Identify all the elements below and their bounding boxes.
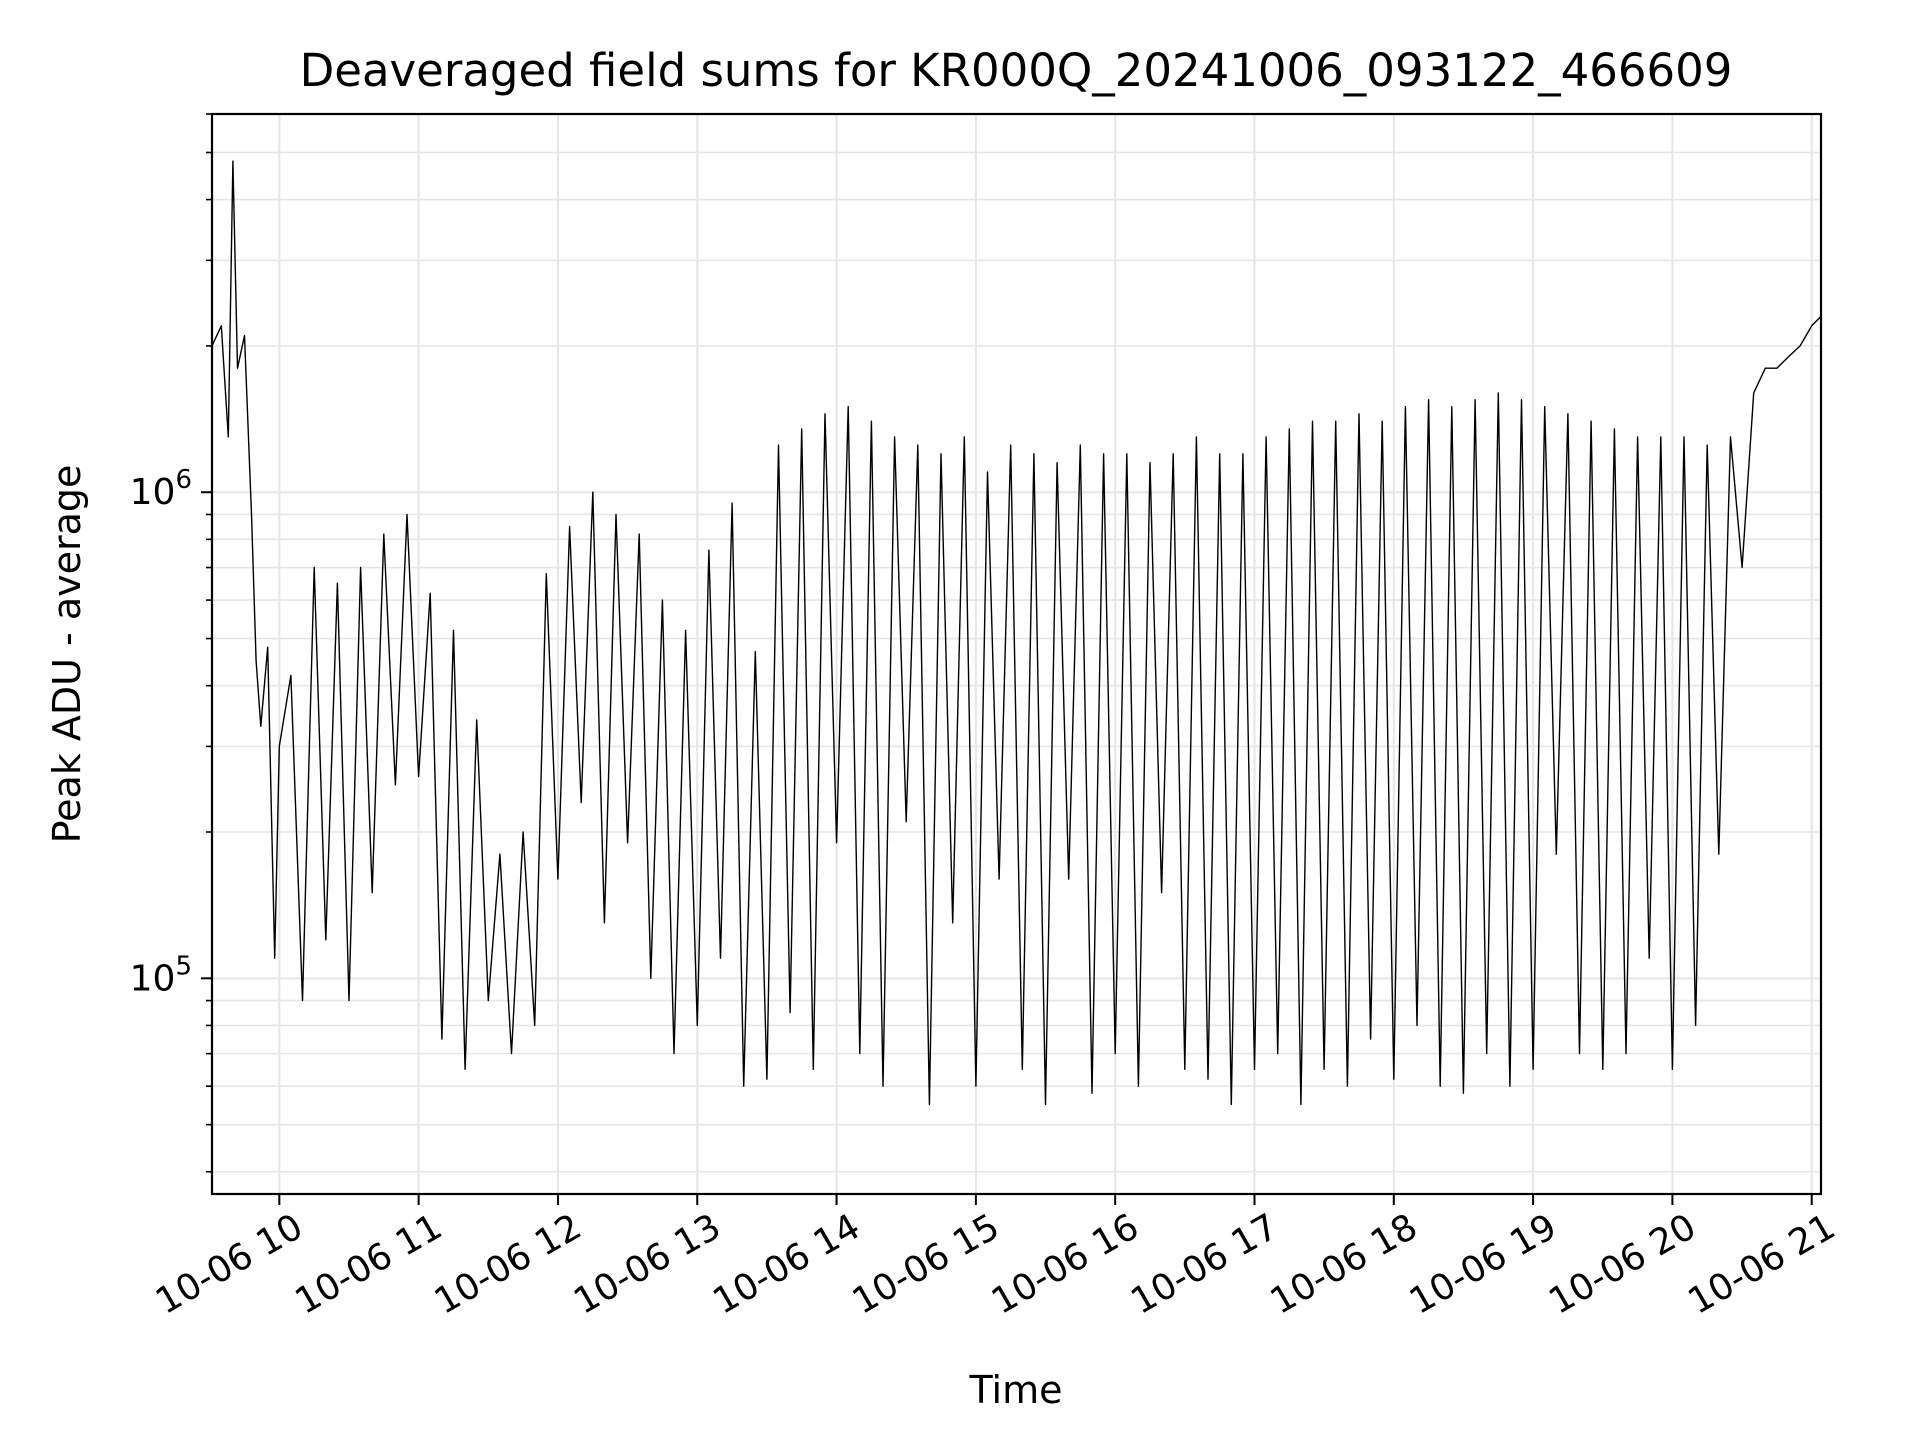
- y-axis-ticks: 105 106: [130, 113, 212, 1173]
- grid-x: [278, 114, 1813, 1194]
- plot-frame: [210, 112, 1823, 1196]
- series-line: [211, 160, 1822, 1106]
- y-axis-label: Peak ADU - average: [45, 465, 89, 844]
- chart-title: Deaveraged field sums for KR000Q_2024100…: [300, 44, 1733, 97]
- grid-major-y: [212, 491, 1821, 980]
- series-group: [211, 160, 1822, 1106]
- grid: [212, 113, 1821, 1194]
- x-axis-label: Time: [969, 1368, 1063, 1412]
- y-tick-label: 106: [130, 465, 192, 513]
- y-tick-label: 105: [130, 951, 192, 999]
